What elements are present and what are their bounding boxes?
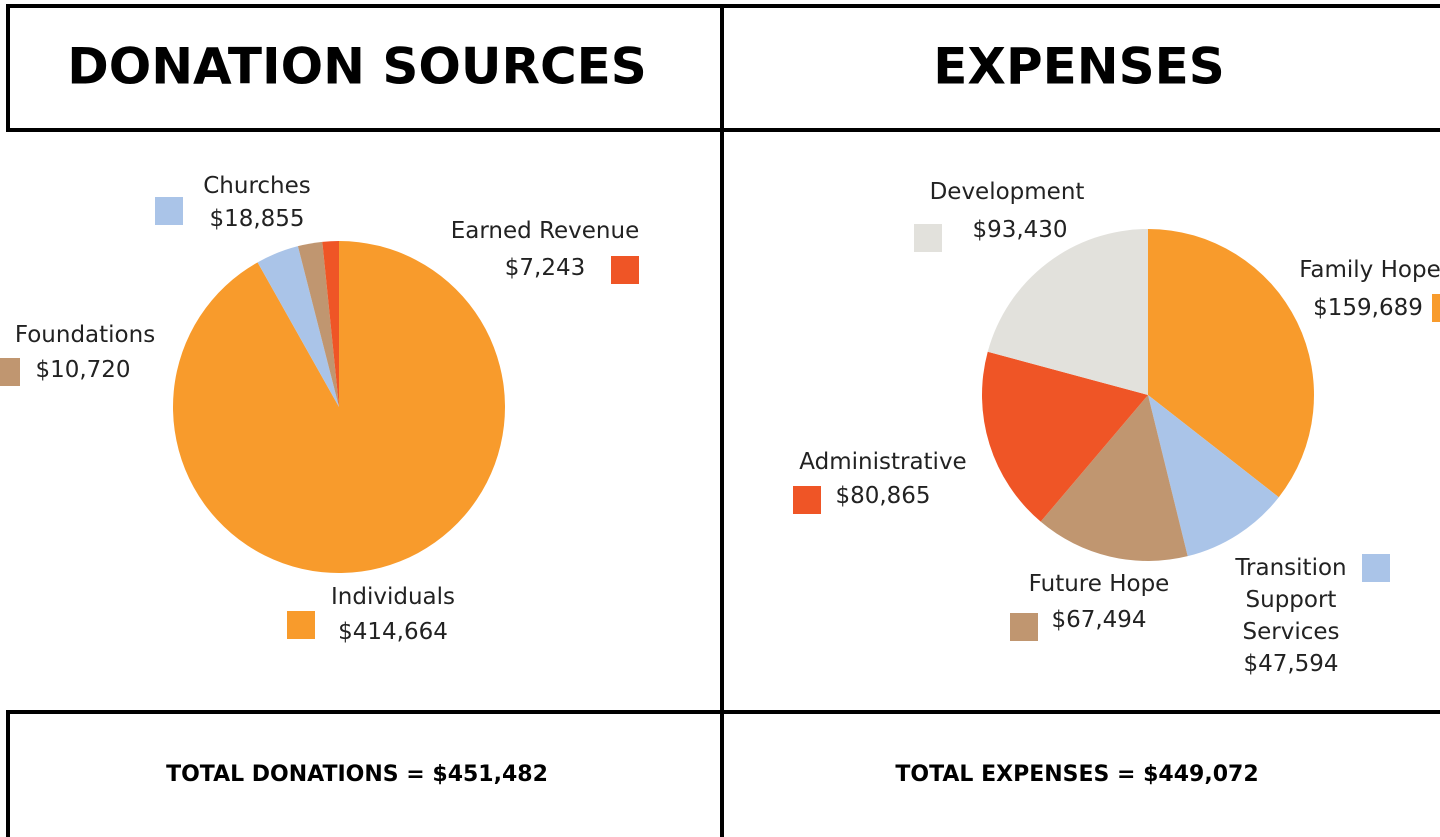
slice-value: $7,243 (504, 255, 586, 281)
slice-value: $47,594 (1243, 651, 1339, 677)
pie-slice (982, 351, 1148, 522)
slice-value: $414,664 (338, 619, 448, 645)
legend-swatch (1010, 613, 1038, 641)
slice-name: Development (929, 179, 1085, 205)
pie-slice (173, 241, 506, 573)
slice-value: $18,855 (209, 206, 305, 232)
slice-value: $10,720 (35, 357, 131, 383)
pie-slice (322, 241, 339, 407)
slice-value: $67,494 (1051, 607, 1147, 633)
slice-name: Individuals (331, 584, 455, 610)
slice-value: $93,430 (972, 217, 1068, 243)
legend-swatch (1432, 294, 1440, 322)
slice-name: Earned Revenue (450, 218, 640, 244)
slice-name: Administrative (799, 449, 967, 475)
total: TOTAL EXPENSES = $449,072 (895, 762, 1258, 787)
legend-swatch (0, 358, 20, 386)
legend-swatch (287, 611, 315, 639)
slice-name: Family Hope (1299, 257, 1440, 283)
slice-value: $159,689 (1313, 295, 1423, 321)
legend-swatch (1362, 554, 1390, 582)
chart-title: DONATION SOURCES (67, 38, 647, 96)
chart-title: EXPENSES (933, 38, 1225, 96)
pie-slice (257, 246, 339, 407)
total: TOTAL DONATIONS = $451,482 (166, 762, 548, 787)
slice-value: $80,865 (835, 483, 931, 509)
slice-name: Foundations (14, 322, 156, 348)
pie-slice (297, 241, 339, 407)
legend-swatch (155, 197, 183, 225)
legend-swatch (611, 256, 639, 284)
pie-slice (1148, 229, 1314, 498)
pie-slice (987, 229, 1148, 395)
pie-slice (1148, 395, 1279, 557)
legend-swatch (914, 224, 942, 252)
slice-name: Transition Support Services (1235, 555, 1347, 645)
legend-swatch (793, 486, 821, 514)
pie-slice (1040, 395, 1188, 561)
slice-name: Churches (203, 173, 311, 199)
frame (6, 4, 1440, 837)
slice-name: Future Hope (1028, 571, 1170, 597)
